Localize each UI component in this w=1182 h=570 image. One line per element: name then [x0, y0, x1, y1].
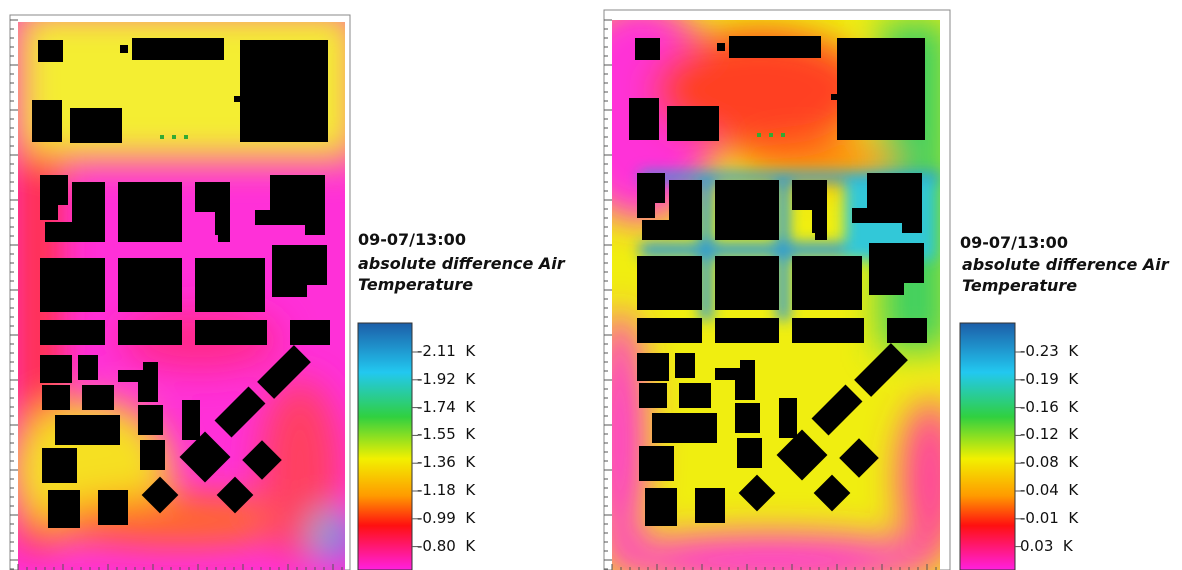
legend-label: -0.01 K	[1020, 508, 1079, 527]
legend-label: -1.92 K	[417, 369, 476, 388]
legend-label: -1.18 K	[417, 481, 476, 499]
legend-label: -0.23 K	[1020, 342, 1079, 360]
map-left	[9, 14, 351, 570]
legend-label: -0.80 K	[417, 536, 476, 555]
timestamp: 09-07/13:00	[358, 230, 466, 249]
legend-label: -0.08 K	[1020, 453, 1079, 472]
legend-label: -1.36 K	[417, 453, 476, 472]
legend-label: -0.99 K	[417, 508, 476, 527]
legend-label: -2.11 K	[417, 342, 476, 360]
colorbar	[357, 322, 413, 570]
map-right	[603, 9, 951, 570]
timestamp: 09-07/13:00	[960, 233, 1068, 252]
legend-label: -0.16 K	[1020, 397, 1079, 416]
legend-title: absolute difference Air Temperature	[358, 254, 565, 294]
legend-label: -1.74 K	[417, 397, 476, 416]
legend-label: 0.03 K	[1020, 536, 1073, 555]
legend-label: -1.55 K	[417, 425, 476, 444]
legend-label: -0.19 K	[1020, 369, 1079, 388]
colorbar	[959, 322, 1016, 570]
legend-title: absolute difference Air Temperature	[962, 255, 1169, 295]
legend-label: -0.12 K	[1020, 425, 1079, 444]
legend-label: -0.04 K	[1020, 481, 1079, 499]
